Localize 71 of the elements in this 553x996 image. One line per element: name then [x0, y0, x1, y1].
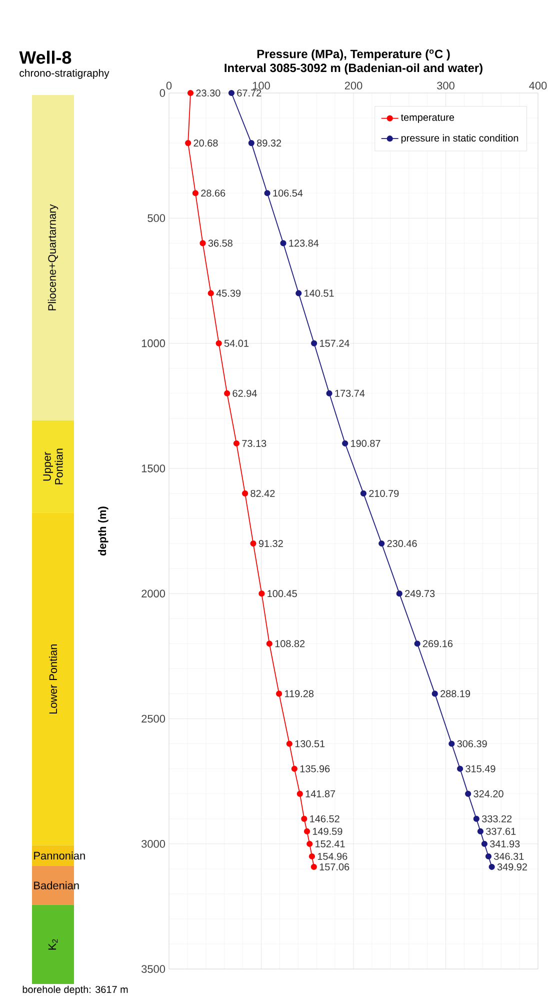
- data-label: 73.13: [242, 440, 266, 447]
- x-tick-label: 0: [166, 82, 172, 90]
- data-label: 341.93: [490, 840, 520, 848]
- x-tick-label: 100: [252, 82, 270, 90]
- x-tick-label: 300: [437, 82, 454, 90]
- data-label: 89.32: [257, 140, 282, 147]
- data-label: 349.92: [497, 863, 527, 870]
- data-label: 306.39: [457, 740, 487, 748]
- y-tick-label: 0: [160, 89, 166, 97]
- legend-label: pressure in static condition: [401, 134, 518, 144]
- data-label: 337.61: [486, 828, 516, 835]
- data-label: 91.32: [258, 540, 283, 548]
- data-label: 154.96: [318, 852, 348, 860]
- x-tick-label: 200: [344, 82, 362, 90]
- bar: [32, 94, 74, 420]
- data-label: 333.22: [482, 815, 512, 822]
- x-tick-label: 400: [529, 82, 547, 90]
- y-tick-label: 2500: [142, 714, 166, 723]
- data-label: 140.51: [304, 290, 334, 297]
- y-axis-title: depth (m): [98, 506, 108, 556]
- series-label: Pliocene+Quartarnary: [48, 204, 58, 310]
- data-label: 100.45: [268, 590, 297, 598]
- data-label: 67.72: [237, 89, 262, 97]
- data-label: 130.51: [295, 740, 325, 748]
- data-label: 269.16: [423, 640, 453, 648]
- data-label: 157.06: [320, 863, 350, 870]
- data-label: 149.59: [312, 828, 342, 835]
- bar: [32, 420, 74, 513]
- data-label: 210.79: [369, 490, 399, 497]
- data-label: 173.74: [335, 390, 365, 397]
- series-label: K$_{2}$: [48, 939, 58, 950]
- data-label: 141.87: [306, 790, 336, 798]
- data-label: 36.58: [208, 240, 232, 247]
- data-label: 190.87: [351, 440, 380, 447]
- data-label: 82.42: [250, 490, 275, 497]
- legend-label: temperature: [400, 114, 454, 123]
- chart-subtitle: Interval 3085-3092 m (Badenian-oil and water): [224, 63, 482, 75]
- data-label: 288.19: [440, 690, 470, 698]
- data-label: 119.28: [285, 690, 314, 698]
- data-label: 324.20: [474, 790, 504, 798]
- data-label: 23.30: [196, 89, 220, 97]
- data-label: 45.39: [216, 290, 241, 297]
- data-label: 54.01: [224, 340, 248, 347]
- data-label: 135.96: [300, 765, 330, 772]
- series-label: Upper Pontian: [43, 448, 63, 484]
- data-label: 249.73: [405, 590, 435, 598]
- data-label: 20.68: [194, 140, 218, 147]
- chart-title: Well-8: [19, 50, 72, 64]
- y-tick-label: 3000: [142, 840, 166, 848]
- data-label: 157.24: [320, 340, 350, 347]
- bar: [32, 904, 74, 984]
- data-label: 62.94: [232, 390, 257, 397]
- bar: [32, 512, 74, 846]
- y-tick-label: 3500: [142, 965, 166, 973]
- data-label: 108.82: [275, 640, 305, 648]
- y-tick-label: 1500: [142, 464, 166, 472]
- chart-subtitle: chrono-stratigraphy: [20, 69, 110, 79]
- data-label: 230.46: [387, 540, 417, 548]
- data-label: 28.66: [201, 190, 226, 197]
- data-label: 146.52: [310, 815, 340, 822]
- data-label: 106.54: [273, 190, 303, 197]
- chart-title: Pressure (MPa), Temperature ($^{o}$C ): [257, 49, 450, 61]
- data-label: 123.84: [289, 240, 319, 247]
- y-tick-label: 2000: [142, 590, 166, 598]
- y-tick-label: 1000: [142, 339, 166, 348]
- text: borehole depth: 3617 m: [22, 986, 128, 995]
- data-label: 346.31: [494, 852, 524, 860]
- series-label: Lower Pontian: [48, 644, 58, 714]
- y-tick-label: 500: [148, 214, 166, 222]
- data-label: 315.49: [466, 765, 496, 772]
- data-label: 152.41: [316, 840, 345, 848]
